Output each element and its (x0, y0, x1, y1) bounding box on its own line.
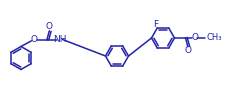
Text: O: O (30, 35, 38, 44)
Text: F: F (153, 20, 158, 29)
Text: O: O (184, 46, 191, 55)
Text: O: O (191, 33, 198, 43)
Text: NH: NH (53, 35, 67, 44)
Text: CH₃: CH₃ (206, 33, 222, 43)
Text: O: O (46, 22, 53, 31)
